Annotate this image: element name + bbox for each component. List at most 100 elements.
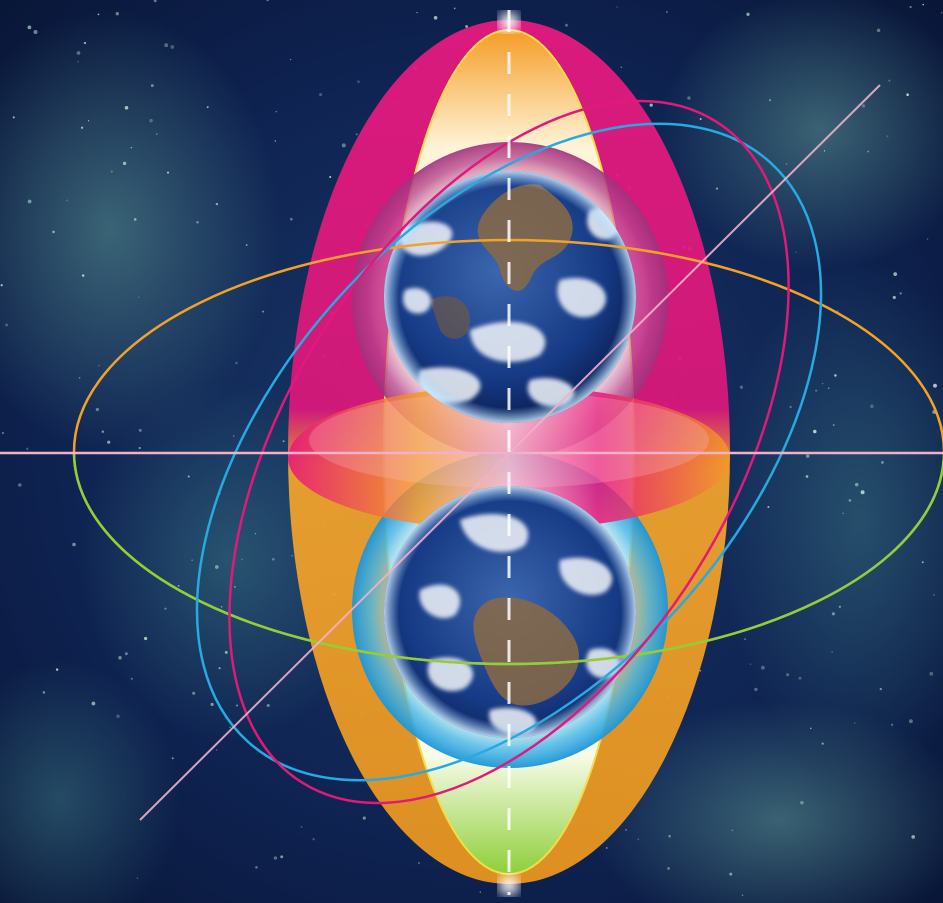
star <box>418 862 420 864</box>
star <box>909 5 912 9</box>
star <box>27 199 32 204</box>
star <box>465 25 468 28</box>
star <box>110 170 113 173</box>
star <box>150 84 154 88</box>
green-orbit-lower-arc <box>72 451 943 666</box>
star <box>97 13 100 16</box>
star <box>33 30 38 34</box>
star <box>805 454 810 458</box>
star <box>715 187 719 190</box>
star <box>97 364 100 367</box>
star <box>744 638 747 641</box>
star <box>880 460 884 464</box>
star <box>767 505 770 509</box>
star <box>329 175 332 179</box>
star <box>761 665 765 670</box>
star <box>879 687 882 691</box>
star <box>153 0 157 3</box>
star <box>77 60 80 63</box>
star <box>130 677 133 680</box>
star <box>823 150 826 152</box>
star <box>926 238 929 240</box>
star <box>255 866 258 869</box>
star <box>124 106 129 110</box>
star <box>616 6 618 8</box>
star <box>933 383 937 388</box>
star <box>341 143 346 148</box>
star <box>886 135 889 138</box>
star <box>831 612 836 616</box>
star <box>171 757 174 760</box>
star <box>124 652 128 656</box>
star <box>177 584 180 587</box>
star <box>236 704 238 707</box>
star <box>233 435 235 437</box>
star <box>91 701 96 706</box>
star <box>215 749 218 751</box>
star <box>12 116 15 119</box>
star <box>289 217 293 221</box>
star <box>355 133 358 136</box>
star <box>890 723 894 726</box>
star <box>196 221 199 224</box>
star <box>357 80 360 84</box>
star <box>206 106 209 109</box>
star <box>291 555 293 557</box>
star <box>312 838 315 841</box>
star <box>80 126 84 129</box>
star <box>813 429 817 434</box>
star <box>649 103 653 107</box>
star <box>122 161 127 166</box>
star <box>138 447 141 449</box>
star <box>167 171 169 174</box>
star <box>929 671 934 676</box>
star <box>362 816 366 820</box>
star <box>116 714 120 719</box>
star <box>170 45 175 49</box>
star <box>210 702 214 706</box>
star <box>665 11 668 14</box>
star <box>828 387 830 389</box>
star <box>699 118 702 120</box>
star <box>786 673 790 677</box>
star <box>282 440 285 443</box>
star <box>861 104 866 108</box>
star <box>101 430 104 433</box>
star <box>620 66 622 68</box>
star <box>55 668 59 671</box>
axes <box>0 10 943 895</box>
star <box>42 691 46 694</box>
star <box>115 11 120 16</box>
star <box>155 133 158 135</box>
star <box>187 475 190 478</box>
star <box>453 7 456 10</box>
star <box>233 585 236 588</box>
star <box>220 605 223 608</box>
star <box>1 431 5 435</box>
star <box>18 483 22 487</box>
star <box>741 894 744 896</box>
star <box>254 533 256 535</box>
star <box>832 424 835 426</box>
star <box>906 93 909 96</box>
star <box>137 296 140 298</box>
star <box>72 542 76 547</box>
star <box>699 669 702 672</box>
star <box>274 140 277 142</box>
star <box>235 361 238 365</box>
star <box>27 25 32 30</box>
star <box>667 866 670 870</box>
star <box>838 605 842 608</box>
star <box>66 199 68 202</box>
star <box>822 382 824 385</box>
star <box>218 667 221 670</box>
earth-upper <box>384 171 636 423</box>
star <box>789 405 792 409</box>
star <box>95 407 100 412</box>
star <box>848 499 852 502</box>
star <box>300 826 303 828</box>
star <box>867 150 870 153</box>
star <box>888 79 891 82</box>
star <box>909 719 913 724</box>
